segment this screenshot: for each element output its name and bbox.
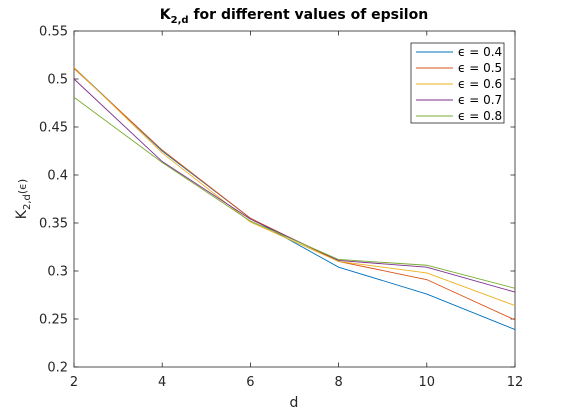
legend-label-5: ϵ = 0.8: [458, 109, 502, 123]
x-axis-label: d: [290, 395, 299, 411]
x-tick-label: 6: [246, 375, 254, 390]
y-tick-label: 0.35: [39, 217, 68, 232]
title-subscript: 2,d: [171, 15, 189, 26]
legend-label-4: ϵ = 0.7: [458, 93, 502, 107]
legend-label-1: ϵ = 0.4: [458, 45, 502, 59]
ylabel-suffix: (ϵ): [16, 179, 29, 194]
x-tick-labels: 2 4 6 8 10 12: [70, 375, 523, 390]
x-tick-label: 2: [70, 375, 78, 390]
y-tick-label: 0.4: [47, 169, 68, 184]
x-tick-label: 8: [334, 375, 342, 390]
ylabel-base: K: [14, 209, 30, 219]
y-tick-label: 0.55: [39, 25, 68, 40]
legend: ϵ = 0.4 ϵ = 0.5 ϵ = 0.6 ϵ = 0.7 ϵ = 0.8: [410, 42, 505, 124]
y-tick-label: 0.5: [47, 73, 68, 88]
series-line-1: [73, 67, 516, 330]
y-tick-label: 0.25: [39, 313, 68, 328]
series-line-3: [73, 67, 516, 306]
x-tick-label: 10: [419, 375, 436, 390]
series-line-5: [73, 96, 516, 289]
y-tick-label: 0.2: [47, 361, 68, 376]
legend-label-3: ϵ = 0.6: [458, 77, 502, 91]
y-tick-labels: 0.2 0.25 0.3 0.35 0.4 0.45 0.5 0.55: [39, 25, 68, 376]
chart-title: K2,d for different values of epsilon: [160, 7, 428, 26]
title-base: K: [160, 7, 172, 23]
legend-box: [410, 42, 505, 124]
y-tick-label: 0.3: [47, 265, 68, 280]
x-tick-label: 4: [158, 375, 166, 390]
x-tick-label: 12: [507, 375, 524, 390]
y-tick-label: 0.45: [39, 121, 68, 136]
y-axis-label: K2,d(ϵ): [14, 179, 33, 219]
ticks: [73, 30, 516, 368]
series-lines: [73, 67, 516, 330]
title-suffix: for different values of epsilon: [189, 7, 429, 23]
legend-label-2: ϵ = 0.5: [458, 61, 502, 75]
ylabel-subscript: 2,d: [22, 194, 33, 210]
